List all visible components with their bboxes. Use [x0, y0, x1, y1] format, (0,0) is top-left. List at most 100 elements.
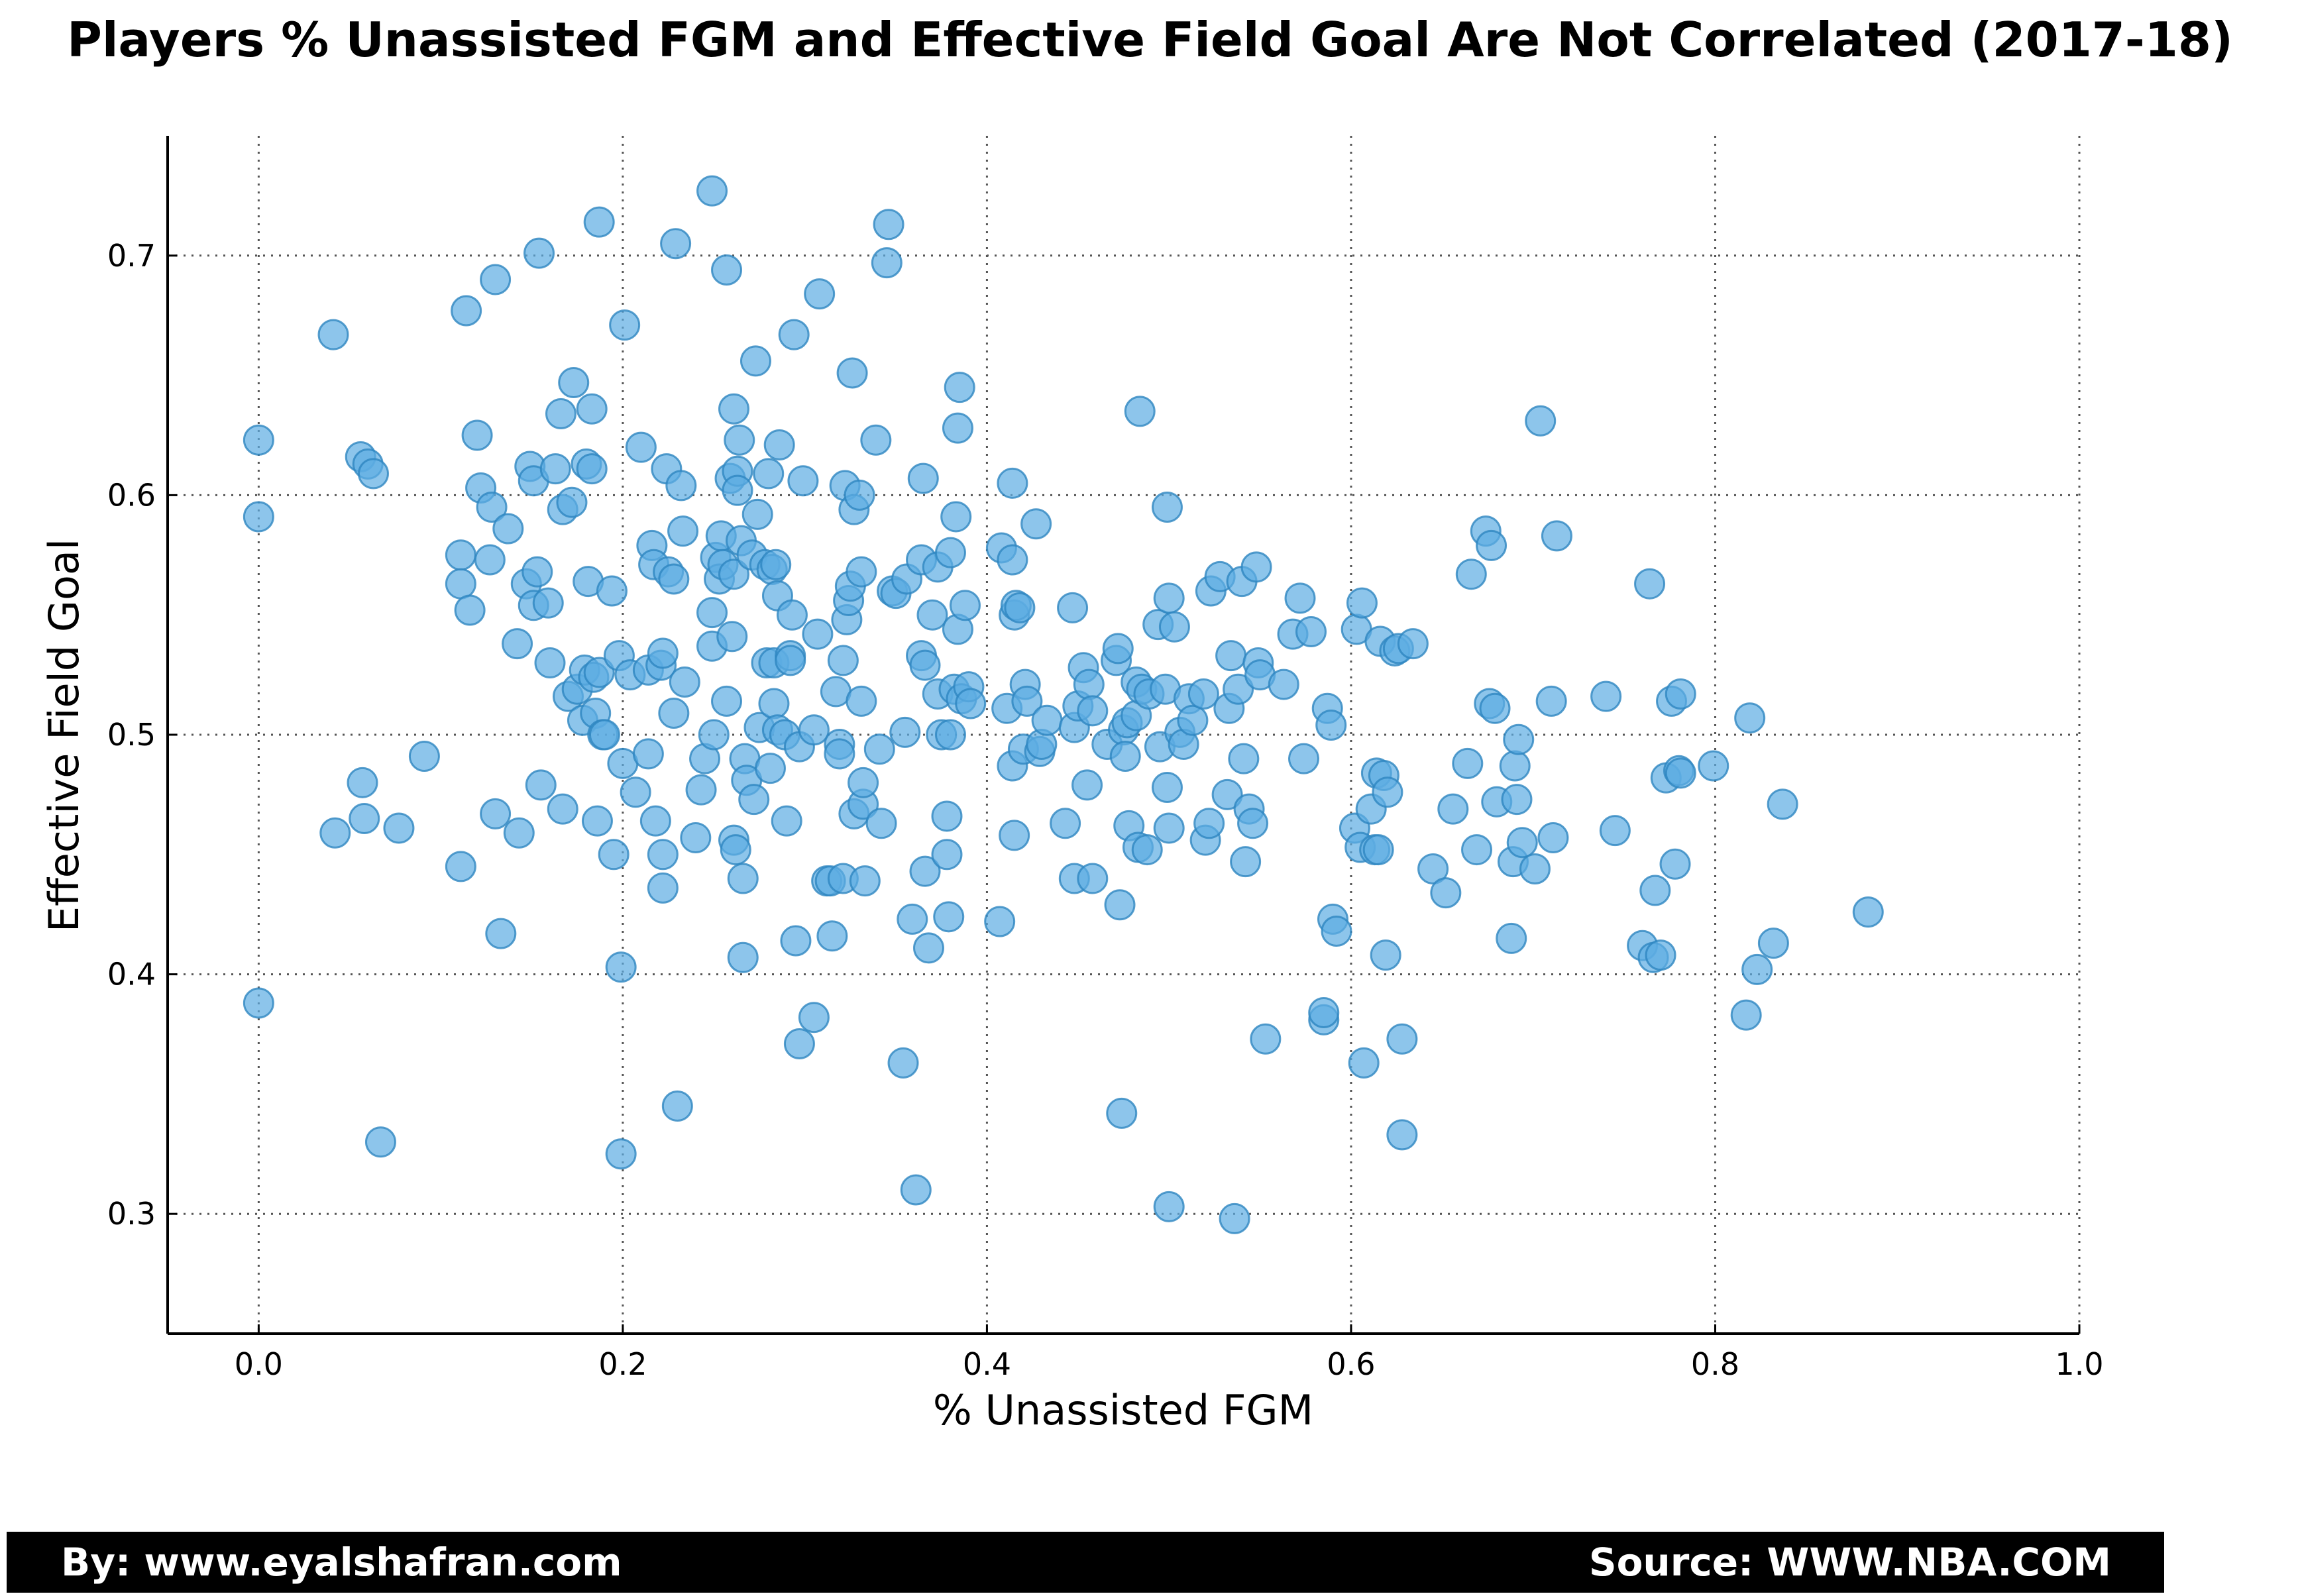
scatter-point — [669, 666, 700, 698]
scatter-point — [824, 738, 855, 770]
scatter-point — [999, 820, 1030, 851]
scatter-point — [1288, 743, 1320, 774]
x-tick-label: 0.2 — [598, 1346, 647, 1382]
footer-source: Source: WWW.NBA.COM — [1588, 1540, 2111, 1585]
scatter-point — [942, 412, 973, 444]
scatter-point — [1151, 491, 1183, 523]
scatter-point — [798, 714, 830, 746]
scatter-point — [955, 688, 987, 719]
scatter-point — [1590, 680, 1622, 712]
scatter-point — [451, 295, 482, 327]
scatter-point — [1499, 750, 1531, 782]
scatter-point — [997, 467, 1028, 499]
scatter-point — [1057, 592, 1089, 623]
scatter-point — [576, 453, 608, 485]
scatter-point — [660, 228, 692, 260]
scatter-point — [944, 372, 975, 403]
scatter-point — [1158, 611, 1190, 643]
scatter-point — [1665, 678, 1696, 710]
scatter-point — [576, 393, 608, 425]
scatter-point — [1741, 953, 1773, 985]
scatter-point — [317, 319, 349, 350]
scatter-point — [1153, 582, 1185, 614]
scatter-point — [583, 657, 615, 688]
x-tick-label: 0.4 — [963, 1346, 1011, 1382]
scatter-point — [1237, 808, 1269, 839]
y-tick-label: 0.7 — [107, 238, 156, 274]
scatter-point — [1665, 757, 1696, 789]
scatter-point — [1525, 405, 1557, 437]
scatter-point — [1370, 939, 1401, 971]
scatter-point — [802, 618, 834, 650]
scatter-point — [727, 863, 759, 894]
scatter-point — [1187, 678, 1219, 710]
scatter-point — [1757, 928, 1789, 959]
scatter-point — [319, 817, 351, 849]
scatter-point — [502, 628, 533, 660]
scatter-point — [1073, 668, 1105, 700]
scatter-point — [865, 808, 897, 839]
scatter-point — [445, 568, 476, 600]
scatter-point — [771, 805, 802, 837]
scatter-point — [997, 544, 1028, 576]
scatter-point — [763, 429, 795, 460]
scatter-point — [827, 645, 859, 676]
scatter-point — [722, 474, 753, 506]
scatter-point — [889, 716, 921, 748]
scatter-point — [909, 649, 941, 681]
scatter-point — [243, 501, 274, 533]
scatter-point — [1177, 704, 1209, 736]
scatter-point — [1228, 743, 1260, 774]
scatter-point — [916, 599, 948, 631]
scatter-point — [661, 1090, 693, 1122]
scatter-point — [620, 776, 651, 808]
scatter-point — [871, 247, 903, 279]
scatter-point — [1071, 769, 1103, 801]
scatter-point — [836, 357, 868, 389]
scatter-point — [913, 932, 945, 964]
scatter-point — [539, 453, 571, 485]
scatter-point — [863, 733, 895, 765]
scatter-point — [760, 549, 792, 580]
scatter-point — [647, 872, 679, 904]
scatter-point — [1151, 772, 1183, 804]
scatter-point — [907, 462, 939, 494]
y-tick-label: 0.3 — [107, 1196, 156, 1232]
scatter-point — [1496, 922, 1527, 954]
scatter-point — [1852, 896, 1884, 928]
scatter-point — [778, 319, 810, 350]
scatter-point — [1479, 692, 1511, 724]
scatter-point — [1215, 640, 1247, 672]
scatter-point — [984, 906, 1016, 937]
scatter-point — [243, 424, 274, 456]
scatter-point — [1240, 551, 1272, 583]
scatter-point — [1284, 582, 1316, 614]
scatter-point — [1362, 834, 1394, 866]
tick-labels: 0.0 0.2 0.4 0.6 0.8 1.0 0.3 0.4 0.5 0.6 0.7 — [107, 238, 2104, 1382]
scatter-point — [680, 822, 712, 853]
scatter-point — [1131, 834, 1163, 866]
x-tick-label: 1.0 — [2055, 1346, 2103, 1382]
scatter-point — [1659, 848, 1691, 880]
scatter-point — [1639, 875, 1671, 906]
scatter-point — [609, 309, 641, 341]
scatter-point — [1004, 592, 1036, 623]
scatter-point — [753, 458, 785, 490]
scatter-point — [383, 812, 415, 844]
scatter-point — [588, 719, 620, 751]
scatter-point — [647, 839, 679, 871]
scatter-point — [931, 839, 963, 871]
scatter-point — [738, 784, 770, 816]
scatter-point — [1386, 1023, 1418, 1055]
scatter-point — [934, 719, 966, 751]
footer-bar: By: www.eyalshafran.com Source: WWW.NBA.… — [7, 1532, 2164, 1593]
scatter-point — [739, 345, 771, 377]
x-tick-label: 0.8 — [1691, 1346, 1739, 1382]
scatter-point — [754, 753, 786, 784]
scatter-point — [1219, 1202, 1250, 1234]
scatter-point — [461, 419, 493, 451]
scatter-point — [558, 366, 590, 398]
scatter-point — [1211, 778, 1243, 810]
scatter-point — [474, 544, 506, 576]
